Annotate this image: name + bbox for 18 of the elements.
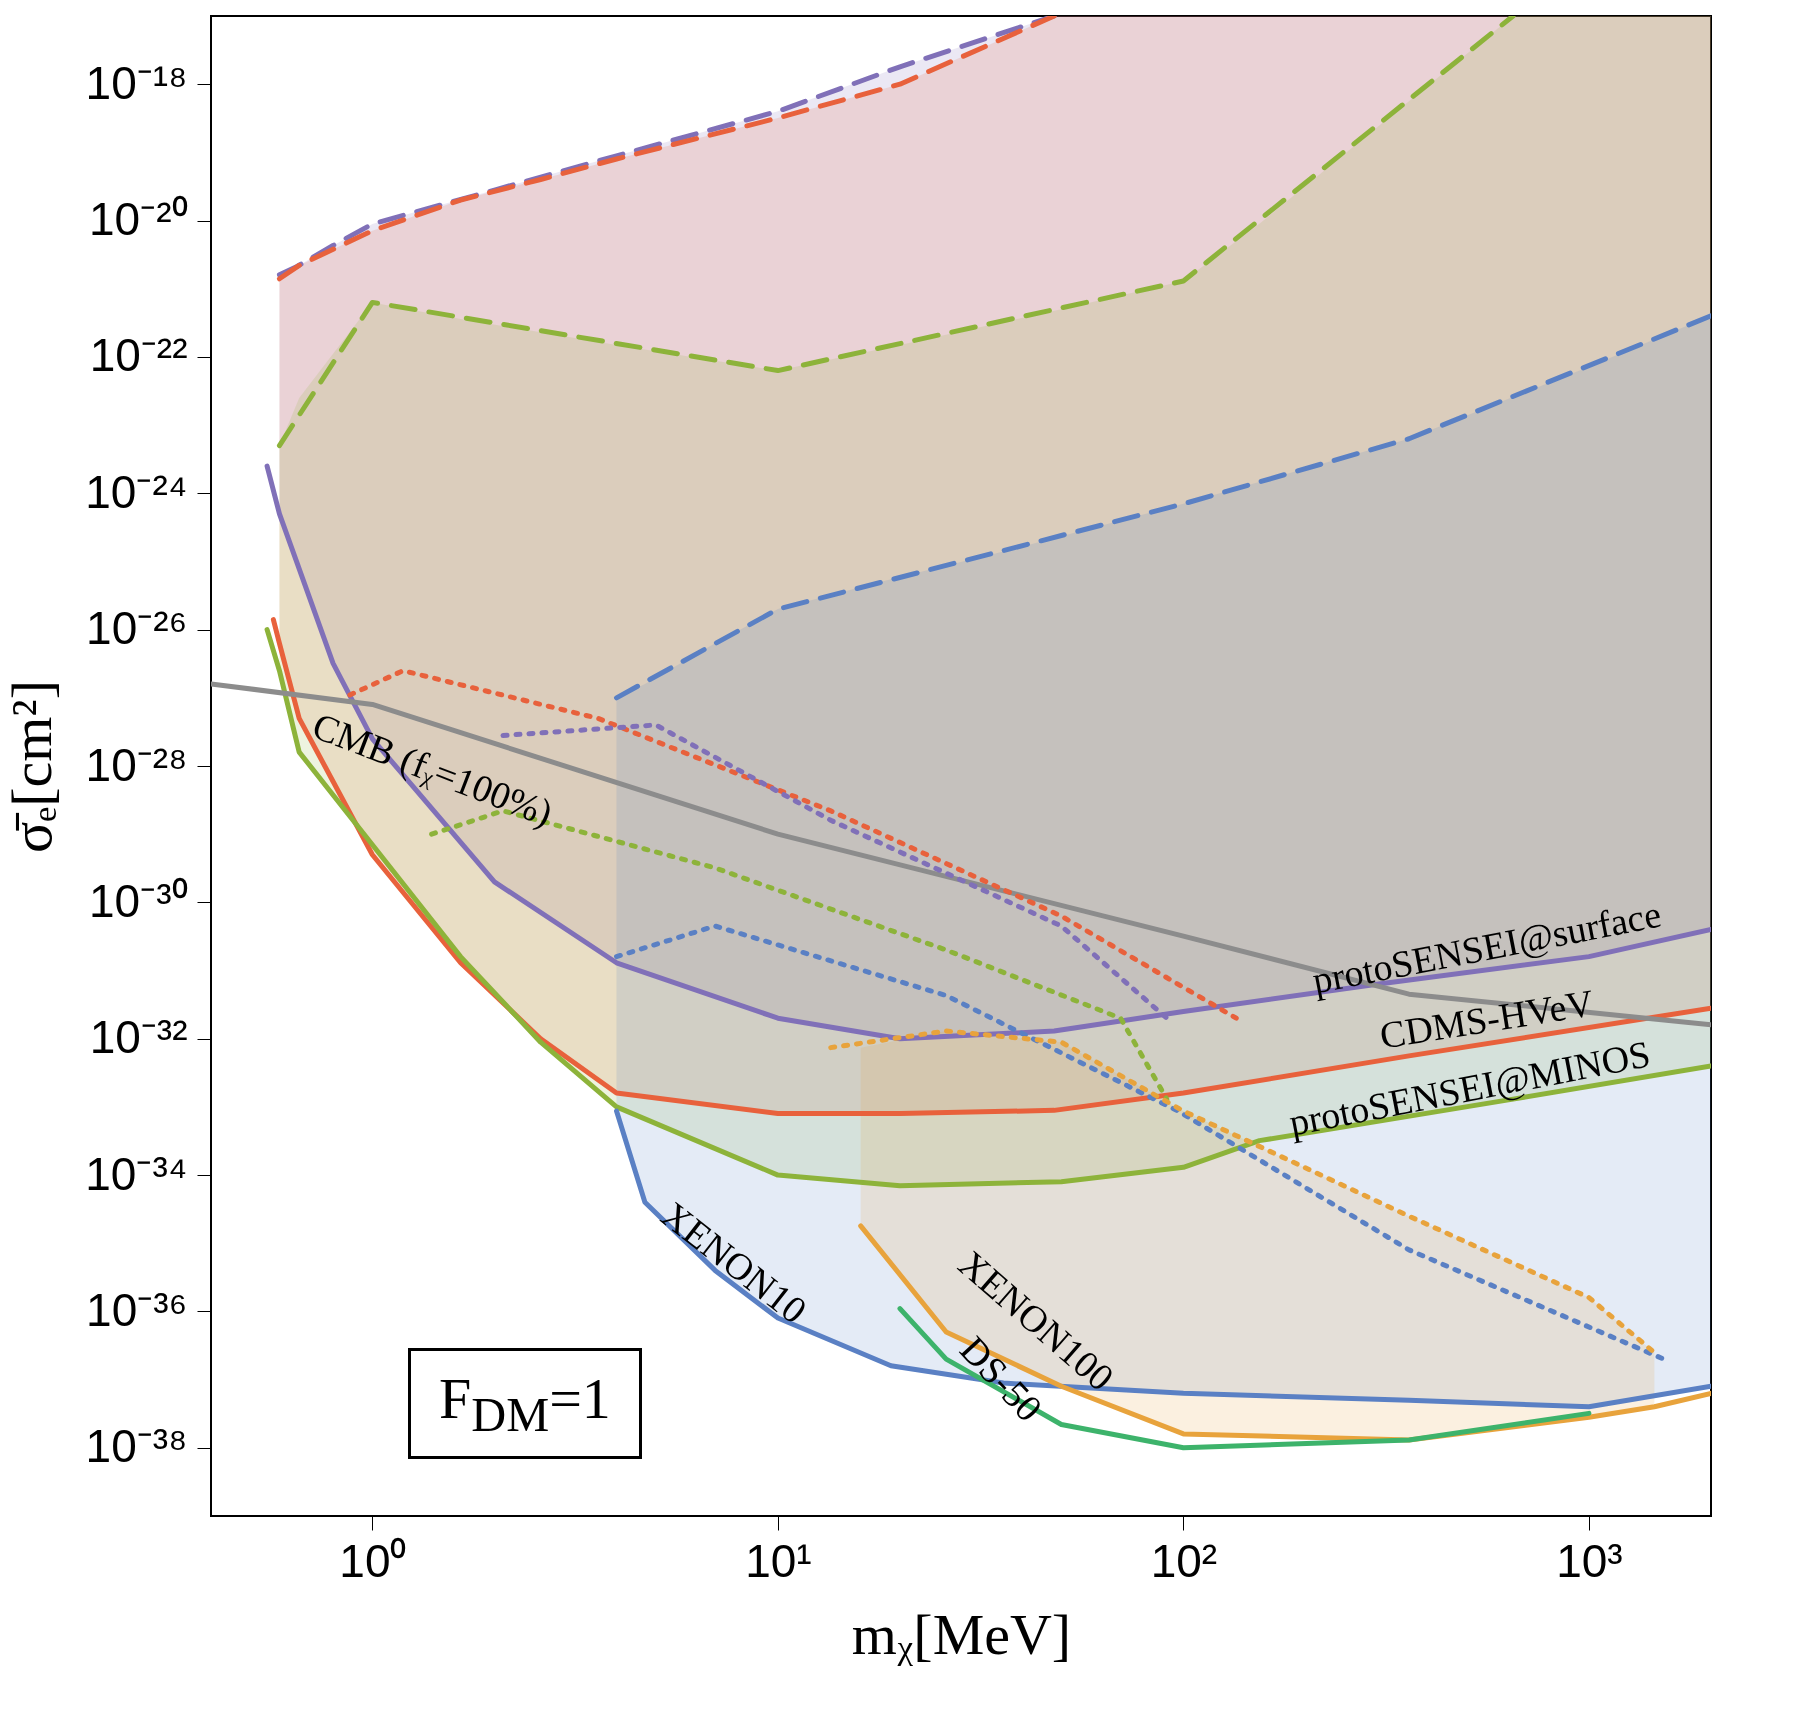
y-tick-label: 10⁻³⁰ [89,874,188,927]
x-tick-label: 10² [1150,1534,1218,1587]
y-tick-label: 10⁻³⁴ [85,1147,188,1200]
x-axis-title: mᵪ[MeV] [851,1601,1072,1667]
y-tick-label: 10⁻²⁴ [85,465,188,518]
x-tick-label: 10⁰ [339,1534,407,1587]
y-tick-label: 10⁻²⁶ [86,602,188,655]
x-tick-label: 10¹ [745,1534,812,1587]
y-tick-label: 10⁻³⁶ [86,1283,188,1336]
annotation: F$_{DM}$=1 [408,1348,642,1459]
y-tick-label: 10⁻²⁰ [89,193,188,246]
y-tick-label: 10⁻²² [89,329,188,382]
x-tick-label: 10³ [1556,1534,1623,1587]
y-tick-label: 10⁻¹⁸ [85,56,188,109]
y-tick-label: 10⁻³⁸ [85,1420,188,1473]
y-tick-label: 10⁻³² [89,1011,188,1064]
y-axis-title: σ̄ₑ[cm²] [0,679,65,854]
y-tick-label: 10⁻²⁸ [85,738,188,791]
